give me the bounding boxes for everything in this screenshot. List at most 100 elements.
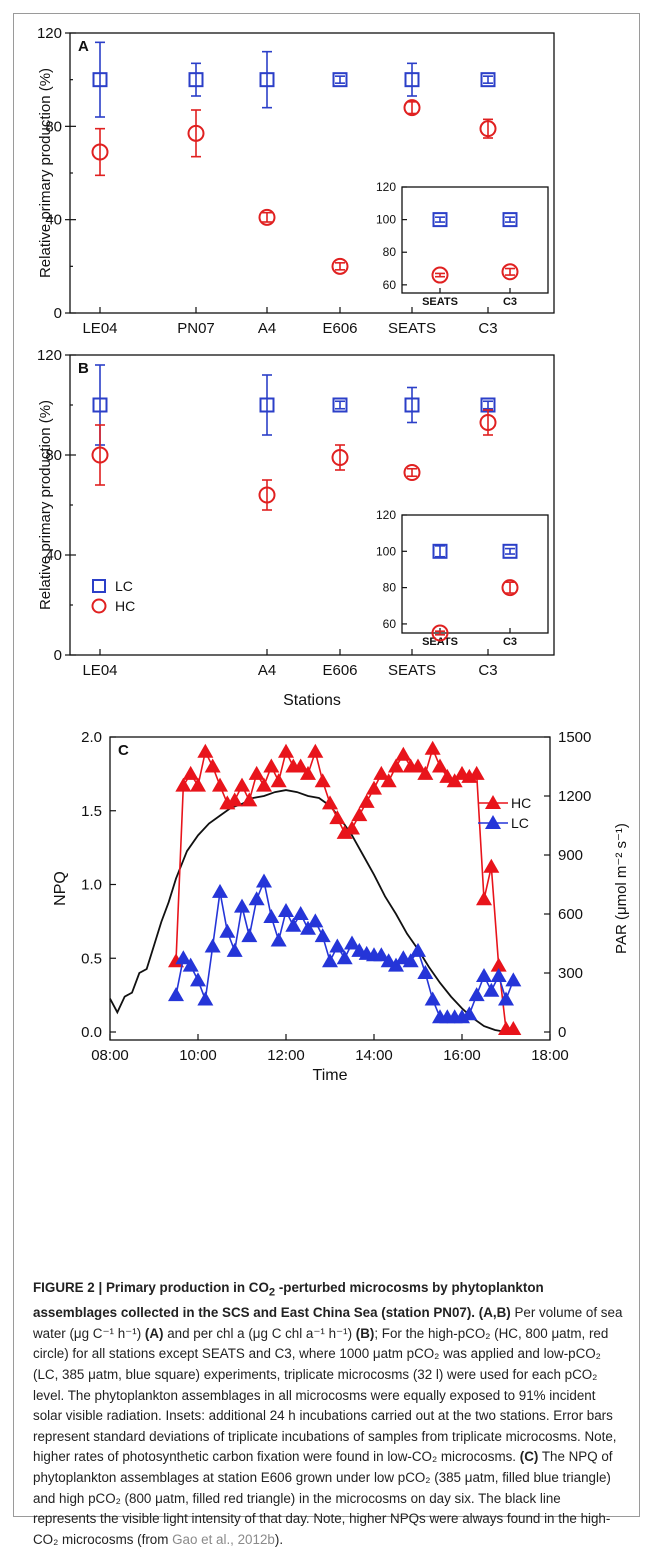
panel-a-inset-frame bbox=[401, 186, 549, 294]
panel-a-inset-xtick-label: C3 bbox=[503, 296, 517, 308]
panel-c-lc-marker bbox=[263, 908, 280, 923]
panel-c-lc-marker bbox=[505, 972, 522, 987]
panel-c-hc-marker bbox=[278, 743, 294, 758]
panel-c-lc-marker bbox=[329, 938, 346, 953]
figure-canvas: 0 40 80 120 LE04 PN07 A4 E606 SEATS C3 Relative pr… bbox=[37, 25, 630, 1084]
panel-a-hc-marker bbox=[479, 120, 497, 138]
panel-a-ytick-label: 120 bbox=[37, 25, 62, 42]
panel-c-lc-marker bbox=[498, 991, 514, 1006]
panel-c-letter: C bbox=[118, 742, 129, 759]
panel-c-ytick-right-label: 1200 bbox=[558, 788, 591, 805]
panel-c-hc-marker bbox=[204, 758, 221, 773]
panel-b-inset-hc-marker bbox=[501, 579, 519, 597]
panel-c-hc-marker bbox=[300, 765, 316, 780]
panel-c-hc-marker bbox=[182, 765, 199, 780]
panel-b-inset-xtick-label: SEATS bbox=[422, 636, 458, 648]
panel-c-lc-marker bbox=[219, 923, 236, 938]
panel-c-hc-marker bbox=[344, 820, 360, 835]
panel-b-ylabel: Relative primary production (%) bbox=[37, 400, 54, 610]
panel-c-lc-marker bbox=[476, 967, 492, 982]
panel-c-lc-marker bbox=[461, 1006, 478, 1021]
panel-c-lc-marker bbox=[483, 982, 500, 997]
panel-c-lc-marker bbox=[190, 972, 206, 987]
panel-b-xlabel: Stations bbox=[283, 692, 341, 709]
caption-text-3: ; For the high-pCO₂ (HC, 800 μatm, red c… bbox=[33, 1325, 617, 1465]
panel-a-xtick-label: LE04 bbox=[82, 320, 117, 337]
panel-c-lc-marker bbox=[344, 935, 360, 950]
panel-c-ytick-right-label: 300 bbox=[558, 965, 583, 982]
panel-c-xlabel: Time bbox=[313, 1067, 348, 1084]
panel-c-lc-marker bbox=[182, 957, 199, 972]
panel-c-ytick-right-label: 0 bbox=[558, 1024, 566, 1041]
panel-c-ylabel-right: PAR (μmol m⁻² s⁻¹) bbox=[613, 823, 630, 954]
panel-c-par-line bbox=[109, 789, 507, 1033]
panel-c-lc-marker bbox=[241, 928, 258, 943]
panel-c-ytick-left-label: 0.0 bbox=[81, 1024, 102, 1041]
panel-c-lc-marker bbox=[307, 913, 324, 928]
panel-b-ytick-label: 0 bbox=[54, 647, 62, 664]
panel-c-lc-marker bbox=[410, 942, 426, 957]
panel-c-xtick-label: 18:00 bbox=[531, 1047, 569, 1064]
panel-c-hc-marker bbox=[373, 765, 390, 780]
panel-a-hc-marker bbox=[258, 208, 276, 226]
panel-a-lc-marker bbox=[92, 72, 108, 88]
panel-c-hc-marker bbox=[410, 758, 426, 773]
panel-a-inset-ytick-label: 100 bbox=[376, 213, 396, 227]
panel-a-xtick-label: C3 bbox=[478, 320, 497, 337]
panel-a-xtick-label: E606 bbox=[322, 320, 357, 337]
panel-c-lc-marker bbox=[490, 967, 507, 982]
panel-b-inset-lc-marker bbox=[502, 543, 518, 559]
panel-a-inset-lc-marker bbox=[432, 212, 448, 228]
panel-a-inset-ytick-label: 80 bbox=[383, 245, 397, 259]
panel-b-inset-ytick-label: 80 bbox=[383, 581, 397, 595]
panel-a-hc-marker bbox=[331, 257, 349, 275]
panel-b-inset-frame bbox=[401, 514, 549, 634]
panel-a-xtick-label: PN07 bbox=[177, 320, 215, 337]
panel-c-lc-marker bbox=[234, 898, 250, 913]
panel-c-xtick-label: 12:00 bbox=[267, 1047, 305, 1064]
panel-b-hc-marker bbox=[258, 486, 276, 504]
panel-c-hc-marker bbox=[175, 777, 192, 792]
panel-c-hc-marker bbox=[380, 773, 397, 788]
panel-c-lc-marker bbox=[212, 883, 228, 898]
panel-c-hc-marker bbox=[351, 807, 368, 822]
panel-c-legend-marker bbox=[485, 815, 501, 829]
panel-b-inset-hc-marker bbox=[431, 624, 449, 642]
panel-a-lc-marker bbox=[188, 72, 204, 88]
caption-ref-c: (C) bbox=[519, 1449, 539, 1465]
panel-c-ytick-left-label: 1.5 bbox=[81, 803, 102, 820]
panel-c-hc-marker bbox=[226, 792, 243, 807]
panel-c-lc-marker bbox=[256, 873, 272, 888]
panel-c-hc-marker bbox=[358, 793, 375, 808]
panel-c-hc-marker bbox=[234, 777, 250, 792]
panel-b-lc-marker bbox=[332, 397, 348, 413]
panel-c-ytick-right-label: 1500 bbox=[558, 729, 591, 746]
panel-c-lc-marker bbox=[168, 987, 184, 1002]
panel-a-inset-ytick-label: 60 bbox=[383, 278, 397, 292]
caption-title-sub: 2 bbox=[268, 1286, 276, 1299]
panel-c-hc-marker bbox=[388, 758, 404, 773]
panel-b-hc-marker bbox=[91, 446, 109, 464]
figure-frame bbox=[13, 13, 640, 1517]
panel-a-hc-marker bbox=[403, 99, 421, 117]
panel-c-hc-marker bbox=[476, 891, 492, 906]
panel-c-lc-marker bbox=[270, 932, 287, 947]
panel-c-hc-marker bbox=[483, 858, 500, 873]
caption-text-2: and per chl a (μg C chl a⁻¹ h⁻¹) bbox=[163, 1325, 356, 1341]
panel-c-hc-marker bbox=[446, 773, 463, 788]
panel-b-hc-marker bbox=[331, 449, 349, 466]
caption-ref-ab: (A,B) bbox=[478, 1305, 511, 1321]
panel-b-letter: B bbox=[78, 360, 89, 377]
panel-a-inset-lc-marker bbox=[502, 212, 518, 228]
panel-c-hc-marker bbox=[270, 773, 287, 788]
panel-c-hc-marker bbox=[248, 765, 265, 780]
panel-b-ytick-label: 80 bbox=[45, 447, 62, 464]
panel-b-ytick-label: 120 bbox=[37, 347, 62, 364]
panel-c-lc-marker bbox=[197, 991, 214, 1006]
citation-link[interactable]: Gao et al., 2012b bbox=[172, 1531, 275, 1547]
panel-a-inset-hc-marker bbox=[501, 263, 519, 281]
figure-caption: FIGURE 2 | Primary production in CO2 -pe… bbox=[33, 1278, 623, 1550]
panel-a-ytick-label: 80 bbox=[45, 118, 62, 135]
panel-c-hc-marker bbox=[432, 758, 448, 773]
panel-c-hc-marker bbox=[336, 824, 353, 839]
